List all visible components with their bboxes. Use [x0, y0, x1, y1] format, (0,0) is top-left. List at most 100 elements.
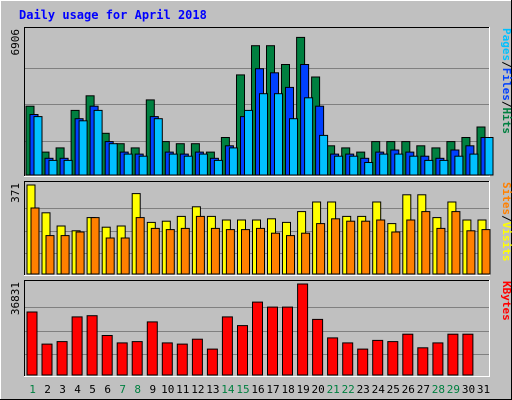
bar-kbytes-day-6 [101, 335, 113, 376]
chart-title: Daily usage for April 2018 [19, 8, 207, 22]
bar-sites-day-12 [195, 215, 205, 275]
bar-pages-day-18 [289, 118, 298, 176]
bar-pages-day-8 [138, 155, 148, 176]
legend-entry-files: Files [500, 68, 512, 101]
bar-pages-day-14 [228, 147, 238, 176]
bar-kbytes-day-5 [86, 315, 98, 376]
bar-pages-day-7 [123, 153, 133, 176]
x-tick-label-day-6: 6 [104, 383, 111, 396]
bar-sites-day-18 [286, 235, 295, 275]
x-tick-label-day-29: 29 [447, 383, 460, 396]
bar-sites-day-9 [150, 227, 160, 275]
bar-sites-day-28 [436, 227, 446, 275]
bar-pages-day-4 [78, 120, 88, 176]
bar-pages-day-17 [274, 93, 283, 176]
legend-entry-slash: / [500, 61, 512, 68]
x-tick-label-day-2: 2 [44, 383, 51, 396]
bar-pages-day-12 [198, 153, 208, 176]
legend-visits-sites: Sites/Visits [500, 182, 512, 262]
bar-sites-day-27 [421, 211, 431, 275]
bar-pages-day-13 [213, 159, 223, 176]
bar-sites-day-26 [406, 219, 416, 275]
x-tick-label-day-10: 10 [161, 383, 174, 396]
bar-sites-day-14 [225, 229, 235, 275]
bar-sites-day-3 [60, 235, 70, 275]
x-tick-label-day-24: 24 [372, 383, 386, 396]
bar-pages-day-30 [469, 153, 479, 176]
legend-kbytes: KBytes [500, 281, 512, 321]
bar-sites-day-20 [316, 223, 326, 275]
bar-sites-day-1 [30, 207, 40, 275]
axis-max-label-visits-sites: 371 [9, 183, 22, 203]
panel-kbytes: 36831 KBytes [9, 280, 512, 377]
x-tick-label-day-14: 14 [221, 383, 235, 396]
legend-entry-visits: Visits [500, 222, 512, 262]
bar-sites-day-29 [451, 211, 461, 275]
bar-sites-day-8 [135, 217, 145, 275]
bar-kbytes-day-2 [41, 343, 53, 376]
bar-sites-day-19 [301, 232, 311, 275]
bar-kbytes-day-4 [71, 316, 83, 376]
axis-max-label-kbytes: 36831 [9, 282, 22, 315]
panel-hits-files-pages: 6906 Pages/Files/Hits [9, 27, 512, 177]
x-tick-label-day-23: 23 [357, 383, 370, 396]
bar-pages-day-28 [439, 159, 449, 176]
x-tick-label-day-8: 8 [134, 383, 141, 396]
x-tick-label-day-17: 17 [266, 383, 279, 396]
bar-kbytes-day-10 [161, 342, 173, 376]
x-tick-label-day-9: 9 [149, 383, 156, 396]
bar-pages-day-2 [48, 159, 58, 176]
bar-kbytes-day-18 [282, 306, 293, 376]
legend-entry-pages: Pages [500, 28, 512, 61]
bar-kbytes-day-30 [462, 333, 474, 376]
bar-pages-day-29 [454, 155, 464, 176]
axis-max-label-hits-files-pages: 6906 [9, 29, 22, 56]
bar-kbytes-day-1 [26, 311, 38, 376]
x-tick-label-day-18: 18 [281, 383, 294, 396]
bar-pages-day-27 [424, 159, 434, 176]
x-tick-label-day-11: 11 [176, 383, 189, 396]
bar-sites-day-13 [210, 227, 220, 275]
bar-kbytes-day-17 [267, 306, 278, 376]
bar-pages-day-22 [349, 155, 359, 176]
x-tick-label-day-25: 25 [387, 383, 400, 396]
bar-kbytes-day-8 [131, 341, 143, 376]
x-tick-label-day-4: 4 [74, 383, 81, 396]
bar-pages-day-6 [108, 143, 118, 176]
x-tick-label-day-12: 12 [191, 383, 204, 396]
bar-pages-day-16 [259, 93, 268, 176]
bar-sites-day-31 [481, 229, 491, 275]
bar-sites-day-2 [45, 235, 55, 275]
bar-pages-day-1 [33, 116, 43, 176]
panel-visits-sites: 371 Sites/Visits [9, 181, 512, 276]
bar-sites-day-16 [256, 227, 265, 275]
bar-kbytes-day-27 [417, 347, 429, 376]
legend-hits-files-pages: Pages/Files/Hits [500, 28, 512, 134]
legend-entry-slash: / [500, 215, 512, 222]
bar-pages-day-21 [334, 155, 344, 176]
bar-kbytes-day-24 [372, 339, 384, 376]
bar-pages-day-3 [63, 159, 73, 176]
bar-kbytes-day-16 [252, 301, 263, 376]
legend-entry-hits: Hits [500, 108, 512, 135]
bar-kbytes-day-12 [191, 338, 203, 376]
bar-sites-day-10 [165, 229, 175, 275]
bar-sites-day-7 [120, 237, 130, 275]
x-tick-label-day-15: 15 [236, 383, 249, 396]
x-tick-label-day-19: 19 [296, 383, 309, 396]
bar-pages-day-26 [409, 155, 419, 176]
bar-sites-day-5 [90, 217, 100, 275]
bar-pages-day-5 [93, 109, 103, 176]
bar-sites-day-23 [361, 220, 371, 275]
x-tick-label-day-30: 30 [462, 383, 475, 396]
bar-kbytes-day-13 [206, 348, 218, 376]
x-tick-label-day-21: 21 [327, 383, 340, 396]
bar-sites-day-21 [331, 218, 341, 275]
bar-pages-day-20 [319, 134, 329, 176]
bar-kbytes-day-21 [327, 337, 339, 376]
bar-sites-day-25 [391, 231, 401, 275]
bar-kbytes-day-29 [447, 333, 459, 376]
bar-kbytes-day-19 [297, 283, 309, 376]
x-tick-label-day-31: 31 [477, 383, 490, 396]
